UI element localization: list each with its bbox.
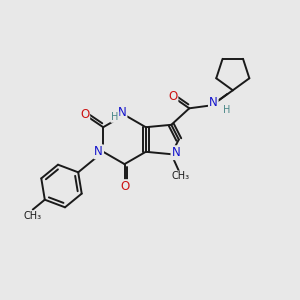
Text: H: H [223, 105, 230, 115]
Text: CH₃: CH₃ [24, 211, 42, 221]
Text: H: H [111, 112, 118, 122]
Text: N: N [94, 145, 103, 158]
Text: O: O [168, 90, 177, 104]
Text: O: O [80, 108, 89, 121]
Text: N: N [171, 146, 180, 159]
Text: CH₃: CH₃ [171, 171, 189, 182]
Text: O: O [120, 180, 129, 193]
Text: N: N [209, 96, 218, 109]
Text: N: N [118, 106, 127, 119]
